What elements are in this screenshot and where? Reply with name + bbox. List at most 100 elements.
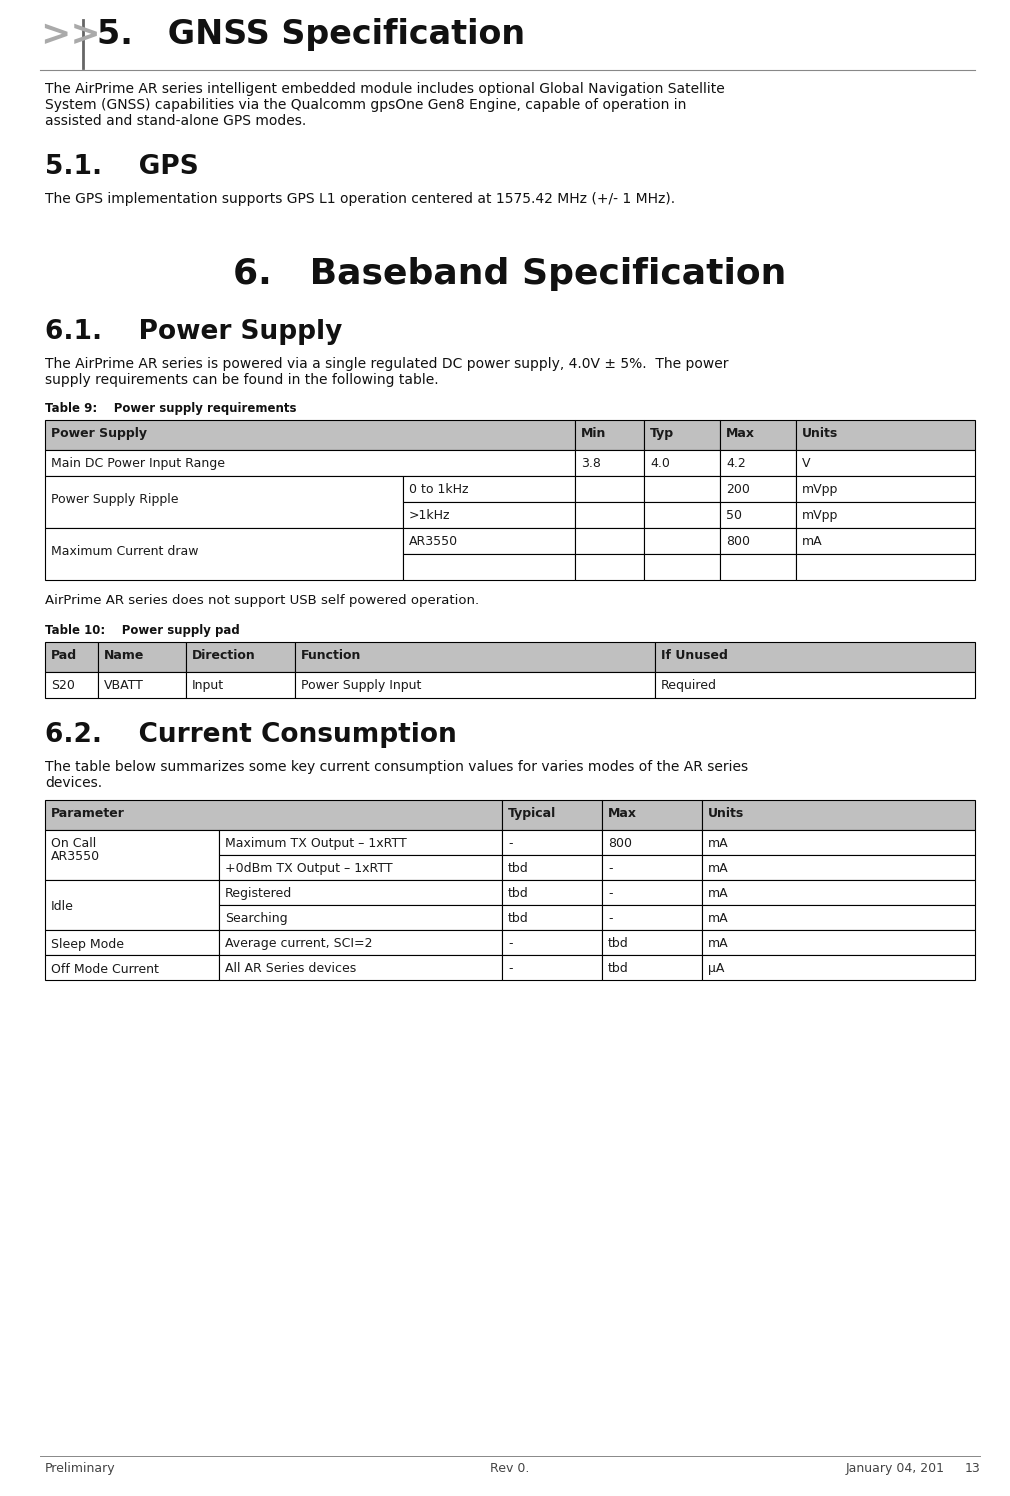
Text: Units: Units (802, 426, 838, 440)
Bar (403, 528, 575, 554)
Text: -: - (608, 862, 612, 875)
Text: The table below summarizes some key current consumption values for varies modes : The table below summarizes some key curr… (45, 760, 748, 790)
Bar (45, 672, 98, 699)
Bar (720, 420, 796, 450)
Text: Required: Required (661, 679, 717, 693)
Bar (502, 880, 602, 905)
Text: 5.   GNSS Specification: 5. GNSS Specification (97, 18, 525, 51)
Bar (403, 554, 575, 580)
Text: Input: Input (192, 679, 224, 693)
Text: mA: mA (708, 836, 728, 850)
Text: Typical: Typical (508, 806, 557, 820)
Bar (796, 450, 975, 476)
Text: S20: S20 (50, 679, 75, 693)
Bar (602, 856, 702, 880)
Text: 3.8: 3.8 (581, 456, 601, 470)
Bar (186, 672, 295, 699)
Bar (502, 856, 602, 880)
Bar (575, 420, 644, 450)
Bar (644, 450, 720, 476)
Bar (702, 880, 975, 905)
Bar (796, 503, 975, 528)
Text: Registered: Registered (225, 887, 292, 901)
Bar (720, 503, 796, 528)
Text: Rev 0.: Rev 0. (490, 1462, 529, 1475)
Bar (644, 528, 720, 554)
Text: Preliminary: Preliminary (45, 1462, 115, 1475)
Text: Name: Name (104, 649, 144, 663)
Bar (575, 528, 644, 554)
Bar (702, 800, 975, 830)
Text: -: - (608, 887, 612, 901)
Text: Searching: Searching (225, 913, 288, 925)
Bar (295, 672, 655, 699)
Text: V: V (802, 456, 810, 470)
Bar (45, 880, 219, 931)
Bar (45, 931, 219, 954)
Text: 200: 200 (726, 483, 749, 497)
Bar (575, 476, 644, 503)
Text: The GPS implementation supports GPS L1 operation centered at 1575.42 MHz (+/- 1 : The GPS implementation supports GPS L1 o… (45, 191, 675, 206)
Bar (295, 642, 655, 672)
Bar (502, 954, 602, 980)
Text: mVpp: mVpp (802, 483, 838, 497)
Bar (602, 880, 702, 905)
Text: 0 to 1kHz: 0 to 1kHz (409, 483, 469, 497)
Text: mA: mA (708, 862, 728, 875)
Text: Units: Units (708, 806, 744, 820)
Text: 800: 800 (726, 536, 750, 548)
Text: -: - (508, 836, 512, 850)
Bar (502, 800, 602, 830)
Bar (796, 476, 975, 503)
Text: tbd: tbd (508, 887, 529, 901)
Bar (720, 476, 796, 503)
Bar (45, 528, 403, 580)
Text: μA: μA (708, 962, 724, 975)
Text: tbd: tbd (608, 962, 629, 975)
Bar (45, 420, 575, 450)
Text: Power Supply Input: Power Supply Input (301, 679, 421, 693)
Text: tbd: tbd (508, 913, 529, 925)
Text: -: - (508, 936, 512, 950)
Text: AirPrime AR series does not support USB self powered operation.: AirPrime AR series does not support USB … (45, 594, 479, 607)
Text: Table 10:    Power supply pad: Table 10: Power supply pad (45, 624, 239, 637)
Bar (796, 554, 975, 580)
Bar (796, 420, 975, 450)
Text: >>: >> (40, 18, 101, 52)
Text: tbd: tbd (608, 936, 629, 950)
Bar (98, 672, 186, 699)
Text: Average current, SCI=2: Average current, SCI=2 (225, 936, 373, 950)
Bar (502, 905, 602, 931)
Text: mA: mA (802, 536, 822, 548)
Bar (655, 672, 975, 699)
Bar (403, 476, 575, 503)
Text: 800: 800 (608, 836, 632, 850)
Bar (219, 905, 502, 931)
Bar (575, 503, 644, 528)
Text: 50: 50 (726, 509, 742, 522)
Bar (644, 476, 720, 503)
Bar (702, 931, 975, 954)
Bar (602, 954, 702, 980)
Bar (702, 954, 975, 980)
Bar (720, 528, 796, 554)
Text: Sleep Mode: Sleep Mode (50, 938, 124, 950)
Bar (702, 905, 975, 931)
Bar (45, 476, 403, 528)
Text: Function: Function (301, 649, 362, 663)
Bar (602, 800, 702, 830)
Text: >1kHz: >1kHz (409, 509, 450, 522)
Text: Pad: Pad (50, 649, 77, 663)
Text: January 04, 201: January 04, 201 (846, 1462, 945, 1475)
Bar (502, 931, 602, 954)
Text: Typ: Typ (650, 426, 674, 440)
Bar (219, 880, 502, 905)
Text: Power Supply Ripple: Power Supply Ripple (50, 494, 179, 506)
Text: The AirPrime AR series intelligent embedded module includes optional Global Navi: The AirPrime AR series intelligent embed… (45, 82, 725, 129)
Text: 4.0: 4.0 (650, 456, 670, 470)
Text: tbd: tbd (508, 862, 529, 875)
Bar (702, 830, 975, 856)
Bar (45, 450, 575, 476)
Bar (502, 830, 602, 856)
Text: -: - (608, 913, 612, 925)
